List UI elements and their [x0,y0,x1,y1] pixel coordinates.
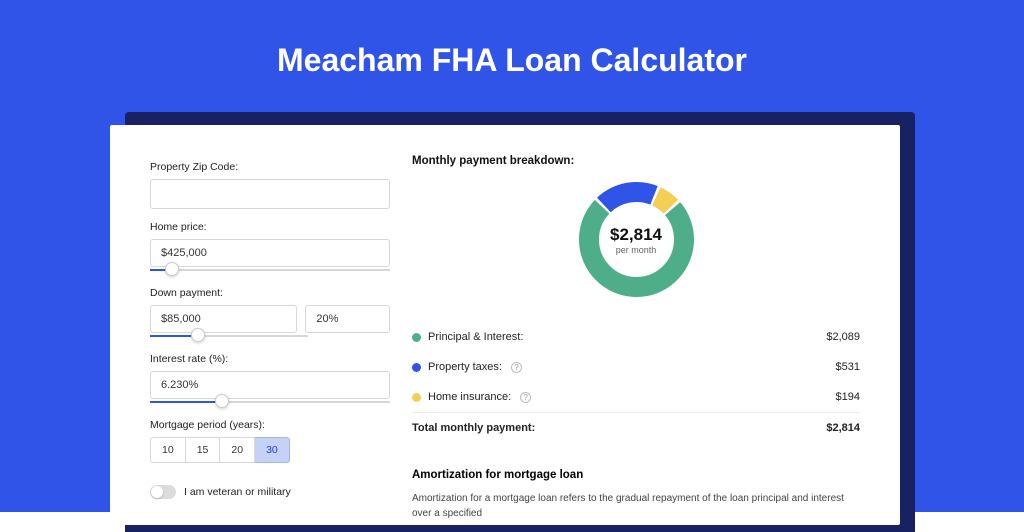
zip-input[interactable] [150,179,390,209]
breakdown-column: Monthly payment breakdown: $2,814 per mo… [412,155,860,525]
legend-dot [412,393,421,402]
breakdown-item-label: Property taxes: [428,361,502,373]
period-button-30[interactable]: 30 [255,437,290,463]
down-payment-percent-input[interactable] [305,305,390,333]
veteran-label: I am veteran or military [184,486,291,498]
zip-label: Property Zip Code: [150,161,390,173]
help-icon[interactable]: ? [511,362,522,373]
breakdown-item-amount: $2,089 [826,331,860,343]
veteran-toggle[interactable] [150,485,176,499]
period-button-10[interactable]: 10 [150,437,186,463]
down-payment-amount-input[interactable] [150,305,297,333]
breakdown-row: Property taxes:? $531 [412,352,860,382]
home-price-slider[interactable] [150,265,390,275]
total-amount: $2,814 [826,422,860,434]
breakdown-total-row: Total monthly payment: $2,814 [412,412,860,443]
interest-rate-label: Interest rate (%): [150,353,390,365]
amortization-heading: Amortization for mortgage loan [412,469,860,481]
home-price-label: Home price: [150,221,390,233]
mortgage-period-label: Mortgage period (years): [150,419,390,431]
breakdown-item-amount: $531 [836,361,860,373]
breakdown-heading: Monthly payment breakdown: [412,155,860,167]
amortization-text: Amortization for a mortgage loan refers … [412,491,860,521]
period-button-20[interactable]: 20 [220,437,255,463]
breakdown-item-label: Home insurance: [428,391,511,403]
legend-dot [412,333,421,342]
page-title: Meacham FHA Loan Calculator [0,0,1024,105]
calculator-card: Property Zip Code: Home price: Down paym… [110,125,900,525]
donut-sub: per month [616,245,657,255]
down-payment-label: Down payment: [150,287,390,299]
form-column: Property Zip Code: Home price: Down paym… [150,155,390,525]
interest-rate-input[interactable] [150,371,390,399]
breakdown-item-amount: $194 [836,391,860,403]
donut-chart: $2,814 per month [412,177,860,302]
help-icon[interactable]: ? [520,392,531,403]
mortgage-period-buttons: 10152030 [150,437,390,463]
interest-rate-slider[interactable] [150,397,390,407]
breakdown-item-label: Principal & Interest: [428,331,523,343]
legend-dot [412,363,421,372]
total-label: Total monthly payment: [412,422,535,434]
period-button-15[interactable]: 15 [186,437,221,463]
home-price-input[interactable] [150,239,390,267]
breakdown-row: Principal & Interest: $2,089 [412,322,860,352]
donut-amount: $2,814 [610,225,662,245]
down-payment-slider[interactable] [150,331,308,341]
breakdown-row: Home insurance:? $194 [412,382,860,412]
